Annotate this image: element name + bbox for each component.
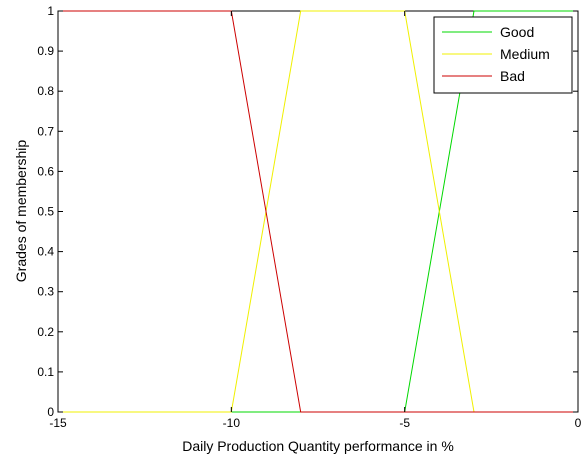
x-tick-label: -15 xyxy=(49,416,67,430)
y-tick-label: 0.7 xyxy=(37,124,54,138)
y-tick-label: 0.1 xyxy=(37,365,54,379)
x-axis-label: Daily Production Quantity performance in… xyxy=(182,438,454,454)
legend-box xyxy=(433,16,573,94)
y-tick-label: 0.2 xyxy=(37,325,54,339)
y-axis-label: Grades of membership xyxy=(13,140,29,283)
x-tick-label: 0 xyxy=(575,416,582,430)
y-tick-label: 0.9 xyxy=(37,44,54,58)
ticks-layer: -15 -10 -5 0 0 0.1 0.2 0.3 0.4 0.5 0.6 0.7 0.8 0.9 1 xyxy=(37,4,581,430)
y-tick-label: 0.8 xyxy=(37,84,54,98)
series-line-bad xyxy=(58,10,578,413)
legend-label-good: Good xyxy=(500,24,534,40)
y-tick-label: 0.6 xyxy=(37,164,54,178)
legend-label-medium: Medium xyxy=(500,46,550,62)
legend-label-bad: Bad xyxy=(500,68,525,84)
y-tick-label: 0.3 xyxy=(37,285,54,299)
x-tick-label: -5 xyxy=(399,416,410,430)
y-tick-label: 0.5 xyxy=(37,205,54,219)
y-tick-label: 0 xyxy=(47,405,54,419)
y-tick-label: 1 xyxy=(47,4,54,18)
y-tick-label: 0.4 xyxy=(37,245,54,259)
x-tick-label: -10 xyxy=(223,416,241,430)
legend: Good Medium Bad xyxy=(433,16,573,94)
